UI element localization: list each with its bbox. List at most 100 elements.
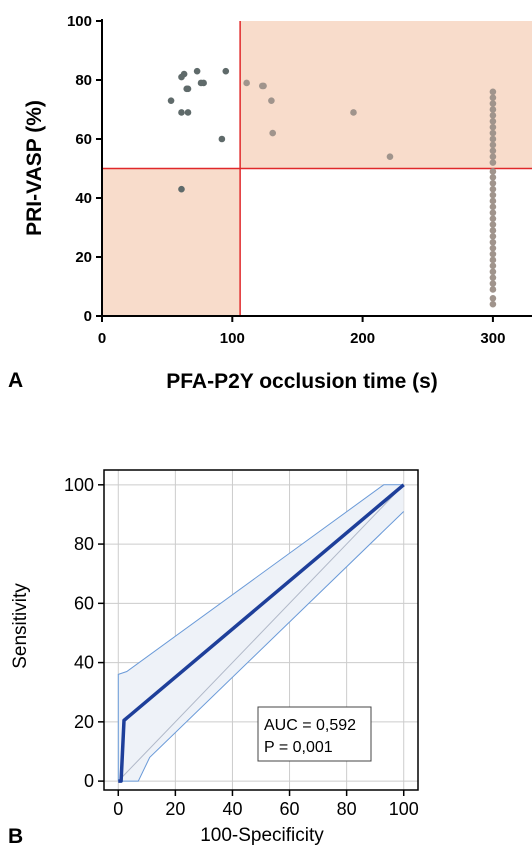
data-point — [260, 82, 267, 90]
x-tick-label: 60 — [280, 799, 300, 819]
y-axis-title: PRI-VASP (%) — [23, 100, 46, 236]
data-point — [489, 280, 497, 287]
data-point — [489, 106, 497, 113]
y-tick-label: 60 — [74, 593, 94, 613]
data-point — [178, 109, 185, 116]
y-tick-label: 40 — [75, 190, 92, 207]
data-point — [218, 135, 226, 143]
data-point — [489, 141, 497, 149]
y-tick-labels: 0 20 40 60 80 100 — [64, 475, 94, 791]
x-axis-title: PFA-P2Y occlusion time (s) — [166, 370, 438, 393]
data-point — [489, 118, 497, 125]
auc-label: AUC = 0,592 — [264, 717, 356, 734]
stats-box: AUC = 0,592 P = 0,001 — [257, 706, 372, 762]
y-tick-label: 0 — [84, 771, 94, 791]
x-tick-label: 20 — [165, 799, 185, 819]
data-point — [489, 197, 497, 205]
shaded-region-1 — [240, 21, 532, 169]
data-point — [222, 67, 230, 75]
plot-frame — [103, 469, 419, 791]
panel-label-a: A — [8, 369, 23, 392]
data-point — [489, 88, 497, 96]
data-point — [489, 256, 497, 264]
data-point — [200, 79, 207, 87]
shaded-region-2 — [102, 168, 241, 316]
data-point — [180, 70, 188, 78]
data-point — [184, 109, 192, 116]
data-point — [489, 147, 497, 155]
panel-label-b: B — [8, 825, 23, 848]
data-point — [489, 129, 497, 137]
data-point — [489, 94, 497, 101]
roc-curve — [118, 483, 405, 783]
x-tick-label: 100 — [220, 330, 245, 347]
data-point — [489, 112, 497, 119]
data-point — [183, 85, 190, 93]
data-point — [489, 159, 497, 166]
threshold-lines — [102, 21, 532, 316]
data-point — [489, 215, 497, 222]
data-point — [243, 79, 250, 87]
data-point — [386, 153, 394, 160]
ci-lower-line — [118, 511, 405, 782]
data-point — [489, 300, 497, 308]
y-tick-label: 40 — [74, 653, 94, 673]
reference-diagonal — [117, 484, 405, 782]
data-point — [489, 262, 497, 270]
data-point — [489, 268, 497, 276]
p-value-label: P = 0,001 — [264, 739, 333, 756]
y-tick-label: 80 — [74, 534, 94, 554]
data-point — [489, 221, 497, 228]
x-tick-labels: 0 20 40 60 80 100 — [113, 799, 418, 819]
x-tick-label: 80 — [337, 799, 357, 819]
data-point — [489, 135, 497, 143]
y-tick-labels: 0 20 40 60 80 100 — [67, 13, 92, 325]
x-axis-title: 100-Specificity — [200, 825, 324, 846]
x-tick-label: 200 — [350, 330, 375, 347]
x-tick-label: 40 — [222, 799, 242, 819]
data-point — [489, 250, 497, 258]
data-point — [489, 227, 497, 234]
data-point — [167, 97, 175, 104]
data-point — [350, 109, 357, 116]
data-point — [489, 191, 497, 199]
ci-upper-line — [117, 484, 404, 782]
data-point — [489, 179, 497, 187]
y-tick-label: 20 — [75, 249, 92, 266]
data-point — [489, 153, 497, 160]
y-tick-label: 60 — [75, 131, 92, 148]
diagonal-line — [117, 484, 405, 782]
data-point — [489, 203, 497, 211]
x-tick-label: 0 — [113, 799, 123, 819]
data-point — [489, 238, 497, 246]
data-point — [489, 286, 497, 293]
y-tick-label: 100 — [67, 13, 92, 30]
data-point — [489, 209, 497, 217]
y-tick-label: 80 — [75, 72, 92, 89]
data-point — [193, 67, 201, 75]
x-tick-label: 100 — [389, 799, 419, 819]
data-point — [489, 244, 497, 252]
scatter-panel: 0 100 200 300 0 20 40 60 80 100 PFA-P2Y occlusio… — [8, 13, 532, 393]
x-tick-label: 300 — [480, 330, 505, 347]
x-tick-label: 0 — [98, 330, 106, 347]
data-point — [489, 123, 497, 131]
data-point — [269, 129, 276, 137]
data-point — [268, 97, 275, 104]
scatter-points — [167, 67, 497, 308]
y-tick-label: 20 — [74, 712, 94, 732]
y-tick-label: 0 — [84, 308, 92, 325]
roc-panel: 0 20 40 60 80 100 0 20 40 60 80 100 AUC = 0,592 P … — [8, 469, 419, 848]
roc-axes — [98, 469, 419, 796]
data-point — [489, 233, 497, 240]
data-point — [489, 295, 497, 302]
data-point — [489, 274, 497, 281]
scatter-axes — [96, 19, 532, 322]
data-point — [489, 174, 497, 181]
x-tick-labels: 0 100 200 300 — [98, 330, 506, 347]
roc-line — [118, 483, 405, 783]
data-point — [489, 100, 497, 107]
shaded-regions — [102, 21, 532, 316]
data-point — [489, 168, 497, 175]
